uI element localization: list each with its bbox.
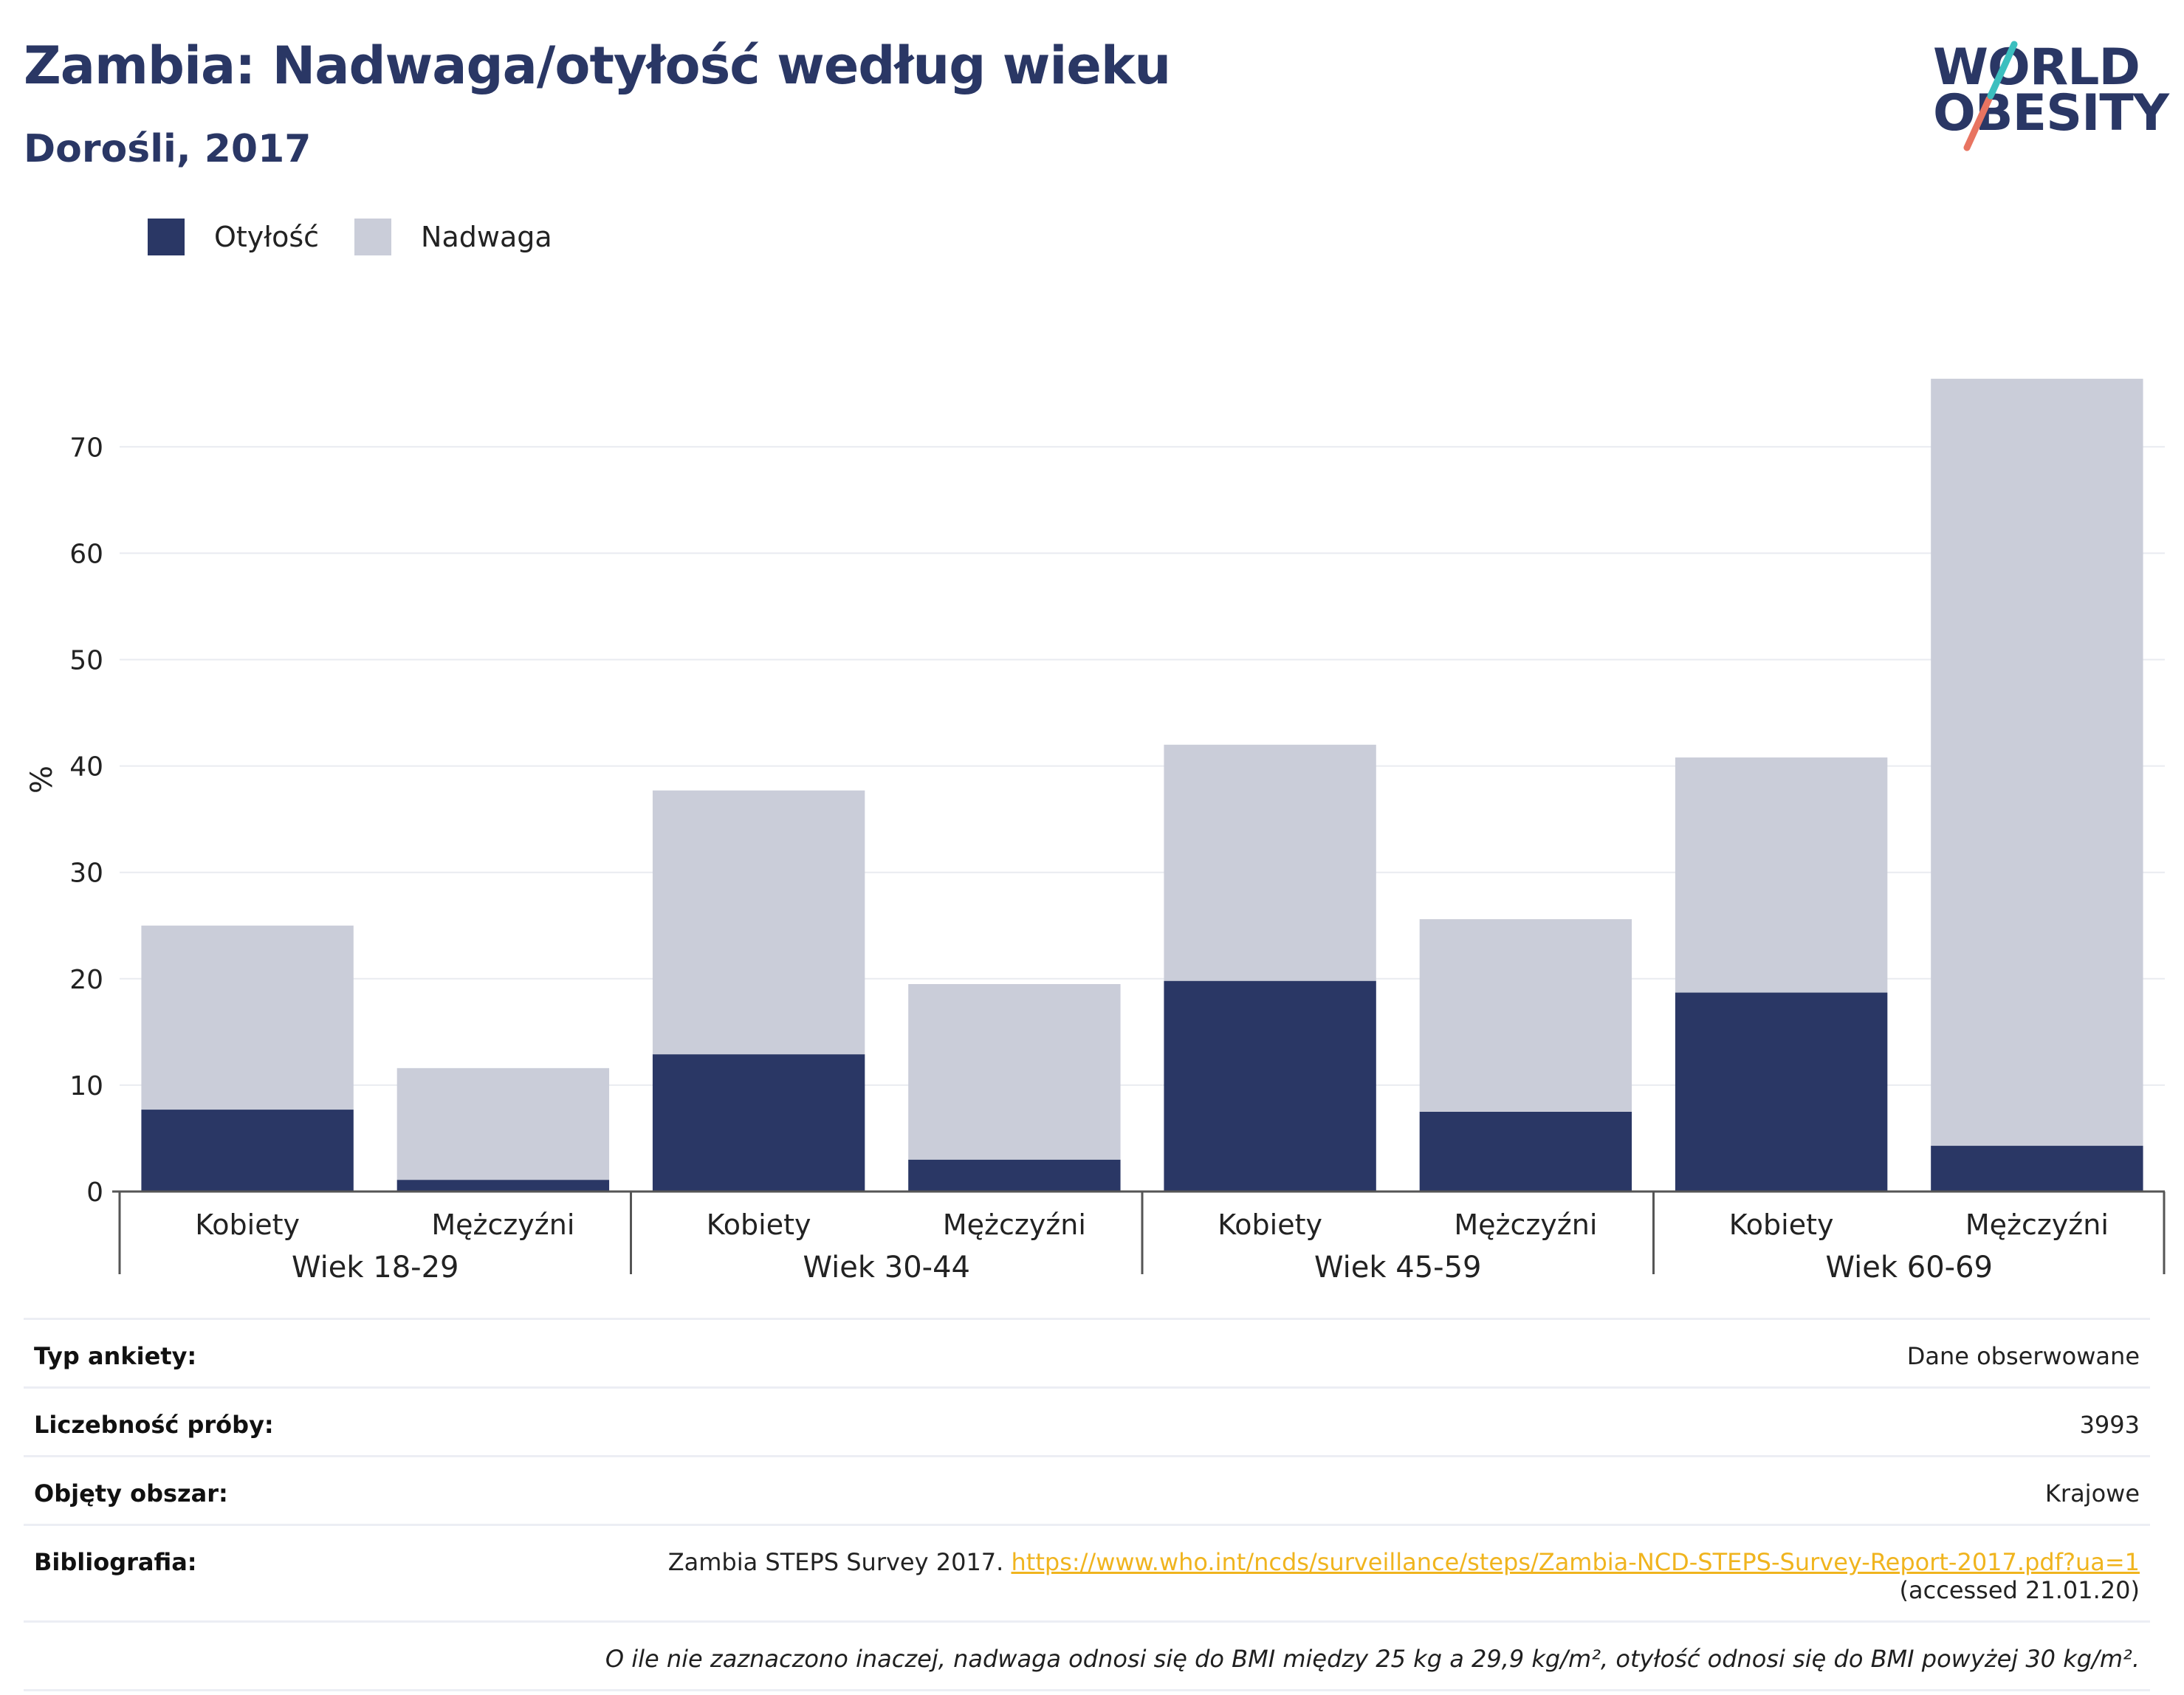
info-row-survey-type: Typ ankiety: Dane obserwowane: [24, 1318, 2150, 1386]
legend-item-obesity[interactable]: Otyłość: [148, 219, 319, 255]
info-row-area: Objęty obszar: Krajowe: [24, 1455, 2150, 1524]
x-group-label: Wiek 18-29: [292, 1251, 459, 1285]
x-category-label: Mężczyźni: [943, 1208, 1086, 1241]
bar-overweight: [141, 925, 354, 1110]
info-row-note: O ile nie zaznaczono inaczej, nadwaga od…: [24, 1620, 2150, 1691]
x-category-label: Mężczyźni: [431, 1208, 574, 1241]
bibliography-link[interactable]: https://www.who.int/ncds/surveillance/st…: [1011, 1548, 2140, 1576]
y-tick-label: 0: [86, 1177, 103, 1208]
info-row-sample-size: Liczebność próby: 3993: [24, 1386, 2150, 1455]
legend-swatch-obesity: [148, 219, 185, 255]
chart-title: Zambia: Nadwaga/otyłość według wieku: [24, 35, 1171, 96]
y-tick-label: 20: [69, 965, 103, 995]
x-category-label: Mężczyźni: [1454, 1208, 1597, 1241]
bar-obesity: [1419, 1111, 1632, 1192]
bar-overweight: [908, 984, 1121, 1160]
bar-obesity: [1675, 992, 1888, 1192]
world-obesity-logo: WORLD OBESITY: [1920, 37, 2171, 155]
info-label: Typ ankiety:: [34, 1342, 197, 1370]
y-tick-label: 60: [69, 539, 103, 569]
x-category-label: Kobiety: [707, 1208, 811, 1241]
info-label: Objęty obszar:: [34, 1479, 228, 1507]
info-label: Liczebność próby:: [34, 1411, 274, 1439]
bar-obesity: [396, 1180, 610, 1192]
bar-overweight: [1419, 919, 1632, 1112]
y-tick-label: 30: [69, 859, 103, 889]
info-value: Dane obserwowane: [1906, 1342, 2140, 1370]
legend-item-overweight[interactable]: Nadwaga: [354, 219, 552, 255]
bar-overweight: [1675, 757, 1888, 993]
bar-obesity: [652, 1054, 865, 1192]
legend-label-overweight: Nadwaga: [421, 221, 552, 253]
x-category-label: Kobiety: [1218, 1208, 1322, 1241]
info-value: 3993: [2079, 1411, 2140, 1439]
x-group-label: Wiek 60-69: [1825, 1251, 1993, 1285]
y-tick-label: 40: [69, 752, 103, 783]
stacked-bar-chart: 0 10 20 30 40 50 60 70% Kobiety Mężczyźni Kobiety M…: [25, 379, 2166, 1285]
x-group-label: Wiek 45-59: [1314, 1251, 1482, 1285]
info-label: Bibliografia:: [34, 1548, 197, 1576]
chart-subtitle: Dorośli, 2017: [24, 127, 312, 171]
bar-overweight: [652, 790, 865, 1055]
survey-info-table: Typ ankiety: Dane obserwowane Liczebność…: [24, 1318, 2150, 1691]
definition-note: O ile nie zaznaczono inaczej, nadwaga od…: [605, 1645, 2140, 1673]
bar-obesity: [908, 1159, 1121, 1192]
info-row-bibliography: Bibliografia: Zambia STEPS Survey 2017. …: [24, 1524, 2150, 1620]
bibliography-accessed: (accessed 21.01.20): [1899, 1576, 2140, 1604]
x-category-label: Mężczyźni: [1965, 1208, 2109, 1241]
bar-overweight: [1164, 744, 1376, 981]
bibliography-text: Zambia STEPS Survey 2017.: [667, 1548, 1012, 1576]
y-axis-label: %: [25, 766, 59, 794]
info-value: Krajowe: [2044, 1479, 2140, 1507]
x-group-label: Wiek 30-44: [803, 1251, 970, 1285]
bar-overweight: [396, 1067, 610, 1180]
chart-legend: Otyłość Nadwaga: [148, 219, 588, 255]
bar-obesity: [1931, 1146, 2143, 1192]
bar-obesity: [141, 1110, 354, 1192]
bibliography-value: Zambia STEPS Survey 2017. https://www.wh…: [668, 1548, 2140, 1604]
logo-word-world: WORLD: [1933, 38, 2140, 97]
legend-swatch-overweight: [354, 219, 392, 255]
legend-label-obesity: Otyłość: [214, 221, 320, 253]
y-tick-label: 50: [69, 645, 103, 675]
x-category-label: Kobiety: [195, 1208, 300, 1241]
y-tick-label: 70: [69, 433, 103, 463]
x-category-label: Kobiety: [1729, 1208, 1834, 1241]
logo-slash-icon: [1963, 41, 2018, 151]
bar-overweight: [1931, 379, 2143, 1146]
y-tick-label: 10: [69, 1071, 103, 1101]
bar-obesity: [1164, 980, 1376, 1192]
